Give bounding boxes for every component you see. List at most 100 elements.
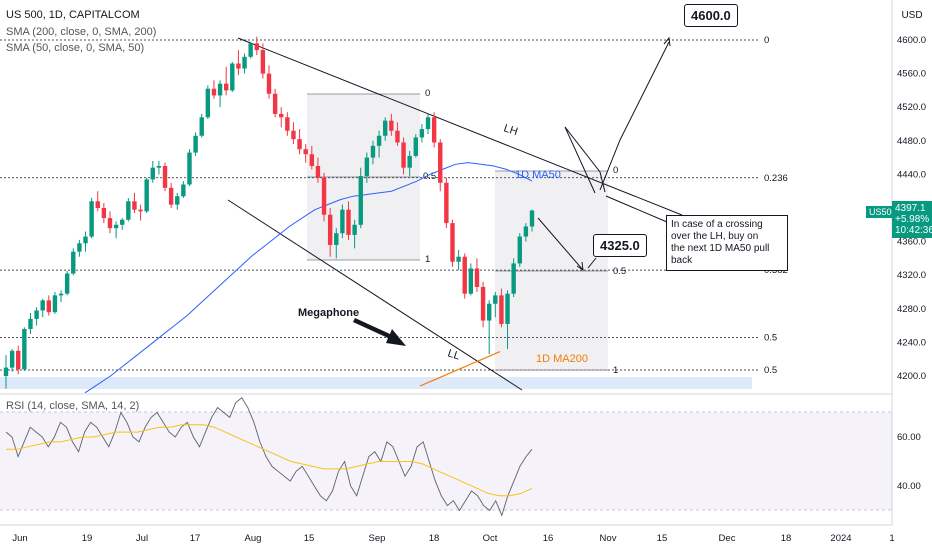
fib-box-1-label-1: 1: [425, 254, 430, 265]
time-tick-label: Aug: [245, 533, 262, 544]
candle-body: [230, 63, 235, 91]
time-tick-label: 19: [82, 533, 93, 544]
range-band: [0, 377, 752, 389]
candle-body: [168, 187, 174, 205]
projection-down: [537, 217, 584, 271]
sma200-legend: SMA (200, close, 0, SMA, 200): [6, 26, 157, 38]
candle-body: [529, 210, 535, 227]
candle-body: [327, 214, 333, 245]
candle-body: [315, 166, 321, 178]
candle-body: [46, 300, 52, 313]
time-tick-label: 15: [657, 533, 668, 544]
candle-body: [285, 117, 290, 131]
candle-body: [223, 83, 229, 91]
candle-body: [193, 135, 198, 153]
time-tick-label: Dec: [719, 533, 736, 544]
candle-body: [205, 88, 211, 118]
ma50-label: 1D MA50: [515, 169, 561, 181]
price-tick-label: 4560.0: [897, 69, 926, 80]
candle-body: [486, 303, 492, 321]
symbol-price-tag: US500: [866, 206, 900, 218]
candle-body: [52, 295, 58, 313]
projection-up: [599, 41, 670, 191]
candle-body: [297, 139, 302, 150]
candle-body: [113, 224, 119, 229]
fib-label: 0.236: [764, 173, 788, 184]
candle-body: [126, 201, 131, 220]
fib-box-1-label-05: 0.5: [423, 171, 436, 182]
last-price-box: 4397.1 +5.98% 10:42:36: [892, 201, 932, 238]
candle-body: [493, 295, 498, 304]
candle-body: [40, 300, 45, 311]
fib-box-1-label-0: 0: [425, 88, 430, 99]
candle-body: [260, 50, 266, 74]
candle-body: [3, 367, 9, 376]
candle-body: [107, 218, 113, 229]
last-price: 4397.1: [895, 203, 926, 214]
time-tick-label: Oct: [483, 533, 498, 544]
price-tick-label: 4600.0: [897, 35, 926, 46]
callout-line-2: over the LH, buy on: [671, 231, 759, 242]
candle-body: [352, 224, 357, 235]
candle-body: [64, 273, 70, 294]
time-tick-label: Nov: [600, 533, 617, 544]
candle-body: [334, 233, 339, 245]
candle-body: [511, 263, 516, 294]
candle-body: [407, 155, 412, 168]
callout-line-1: In case of a crossing: [671, 219, 763, 230]
price-tick-label: 4200.0: [897, 371, 926, 382]
time-tick-label: 18: [429, 533, 440, 544]
projection-zigzag: [564, 126, 606, 194]
candle-body: [279, 113, 284, 118]
candle-body: [370, 145, 376, 158]
fib-label: 0: [764, 35, 769, 46]
candle-body: [303, 149, 308, 155]
candle-body: [9, 350, 15, 368]
candle-body: [480, 286, 486, 321]
candle-body: [383, 120, 388, 136]
time-tick-label: 17: [190, 533, 201, 544]
rsi-ma-line: [6, 424, 533, 497]
megaphone-label: Megaphone: [298, 307, 359, 319]
candle-body: [28, 318, 33, 329]
candle-body: [95, 201, 100, 208]
currency-label: USD: [901, 10, 923, 21]
candle-body: [291, 130, 296, 140]
candle-body: [425, 117, 431, 130]
time-tick-label: 1: [889, 533, 894, 544]
candle-body: [401, 142, 406, 168]
callout-pointer: [605, 195, 668, 223]
price-tick-label: 4240.0: [897, 337, 926, 348]
candle-body: [450, 223, 455, 262]
tag-pointer: [587, 257, 597, 269]
candle-body: [340, 209, 345, 234]
fib-label: 0.5: [764, 332, 777, 343]
symbol-title: US 500, 1D, CAPITALCOM: [6, 9, 140, 21]
candle-body: [413, 137, 418, 156]
candle-body: [58, 293, 64, 296]
time-tick-label: Sep: [369, 533, 386, 544]
candle-body: [120, 219, 125, 225]
candle-body: [89, 201, 94, 237]
target-4600-tag: 4600.0: [684, 4, 738, 27]
candle-body: [364, 157, 370, 177]
price-tick-label: 4440.0: [897, 169, 926, 180]
candle-body: [389, 120, 394, 131]
time-tick-label: 15: [304, 533, 315, 544]
candle-body: [187, 152, 192, 185]
candle-body: [505, 293, 510, 324]
megaphone-arrow: [353, 318, 406, 346]
candle-body: [517, 236, 522, 264]
rsi-band: [0, 412, 892, 510]
price-tick-label: 4280.0: [897, 304, 926, 315]
candle-body: [199, 117, 204, 136]
candle-body: [138, 209, 143, 212]
candle-body: [376, 135, 382, 146]
callout-line-3: the next 1D MA50 pull back: [671, 243, 770, 266]
price-change: +5.98%: [895, 214, 930, 225]
candle-body: [144, 179, 149, 212]
time-tick-label: Jul: [136, 533, 148, 544]
price-tick-label: 4520.0: [897, 102, 926, 113]
rsi-tick-40: 40.00: [897, 481, 921, 492]
